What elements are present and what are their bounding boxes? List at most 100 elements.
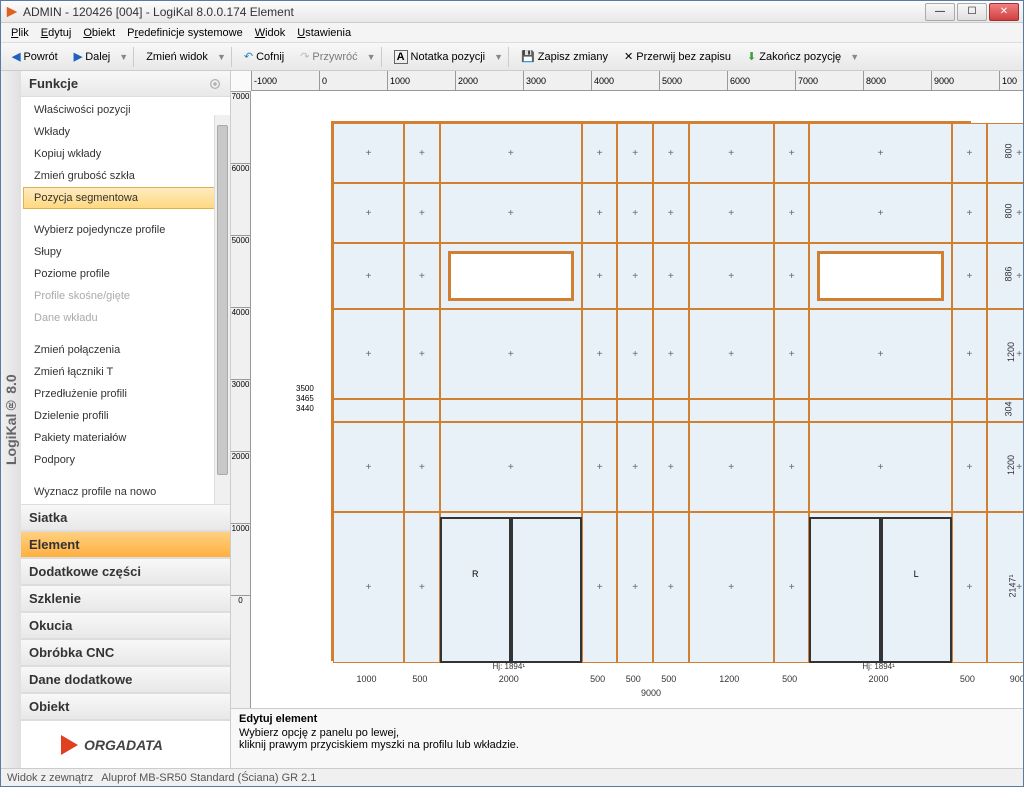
function-item[interactable]: Pozycja segmentowa bbox=[23, 187, 228, 209]
dropdown-icon[interactable]: ▼ bbox=[850, 52, 859, 62]
menu-predefinicje[interactable]: Predefinicje systemowe bbox=[121, 25, 249, 41]
facade-cell[interactable]: + bbox=[653, 422, 689, 512]
facade-cell[interactable]: + bbox=[653, 243, 689, 309]
facade-door[interactable] bbox=[511, 517, 582, 663]
function-item[interactable]: Dzielenie profili bbox=[23, 405, 228, 427]
facade-cell[interactable]: + bbox=[617, 243, 653, 309]
facade-cell[interactable]: + bbox=[653, 512, 689, 663]
facade-drawing[interactable]: ++++++++++++++++++++++++++++++++++++++++… bbox=[331, 121, 971, 661]
facade-cell[interactable]: + bbox=[689, 123, 774, 183]
facade-cell[interactable]: + bbox=[404, 123, 440, 183]
cancel-button[interactable]: ✕Przerwij bez zapisu bbox=[617, 47, 738, 66]
facade-cell[interactable] bbox=[404, 399, 440, 422]
facade-cell[interactable]: + bbox=[774, 309, 810, 399]
facade-cell[interactable]: + bbox=[582, 422, 618, 512]
function-item[interactable]: Właściwości pozycji bbox=[23, 99, 228, 121]
facade-cell[interactable] bbox=[582, 399, 618, 422]
facade-cell[interactable]: + bbox=[333, 512, 404, 663]
function-item[interactable]: Pakiety materiałów bbox=[23, 427, 228, 449]
back-button[interactable]: ◀Powrót bbox=[5, 47, 65, 66]
facade-cell[interactable]: + bbox=[689, 243, 774, 309]
facade-cell[interactable]: + bbox=[809, 309, 951, 399]
facade-cell[interactable]: + bbox=[774, 123, 810, 183]
facade-cell[interactable]: + bbox=[404, 183, 440, 243]
note-button[interactable]: ANotatka pozycji bbox=[387, 47, 493, 67]
function-item[interactable]: Wybierz pojedyncze profile bbox=[23, 219, 228, 241]
facade-cell[interactable]: + bbox=[617, 183, 653, 243]
facade-cell[interactable] bbox=[333, 399, 404, 422]
dropdown-icon[interactable]: ▼ bbox=[494, 52, 503, 62]
drawing-canvas[interactable]: ++++++++++++++++++++++++++++++++++++++++… bbox=[251, 91, 1023, 708]
function-item[interactable]: Wyznacz profile na nowo bbox=[23, 481, 228, 503]
facade-cell[interactable]: + bbox=[774, 422, 810, 512]
facade-cell[interactable] bbox=[689, 399, 774, 422]
facade-cell[interactable]: + bbox=[440, 422, 582, 512]
section-header[interactable]: Obiekt bbox=[21, 693, 230, 720]
finish-button[interactable]: ⬇Zakończ pozycję bbox=[740, 47, 848, 66]
save-button[interactable]: 💾Zapisz zmiany bbox=[514, 47, 615, 66]
facade-cell[interactable]: + bbox=[774, 243, 810, 309]
facade-cell[interactable]: + bbox=[617, 422, 653, 512]
facade-cell[interactable]: + bbox=[952, 123, 988, 183]
section-header[interactable]: Dodatkowe części bbox=[21, 558, 230, 585]
forward-button[interactable]: ▶Dalej bbox=[67, 47, 118, 66]
gear-icon[interactable] bbox=[208, 77, 222, 91]
facade-cell[interactable]: + bbox=[617, 123, 653, 183]
facade-cell[interactable]: + bbox=[404, 309, 440, 399]
section-header[interactable]: Okucia bbox=[21, 612, 230, 639]
menu-obiekt[interactable]: Obiekt bbox=[77, 25, 121, 41]
canvas-area[interactable]: -100001000200030004000500060007000800090… bbox=[231, 71, 1023, 708]
facade-door[interactable] bbox=[809, 517, 880, 663]
facade-cell[interactable]: + bbox=[617, 309, 653, 399]
function-item[interactable]: Wkłady bbox=[23, 121, 228, 143]
section-header[interactable]: Siatka bbox=[21, 504, 230, 531]
facade-cell[interactable] bbox=[617, 399, 653, 422]
facade-cell[interactable] bbox=[440, 399, 582, 422]
facade-cell[interactable]: + bbox=[952, 422, 988, 512]
facade-cell[interactable]: + bbox=[809, 123, 951, 183]
facade-cell[interactable]: + bbox=[653, 309, 689, 399]
facade-cell[interactable]: + bbox=[333, 309, 404, 399]
facade-cell[interactable]: + bbox=[809, 183, 951, 243]
facade-cell[interactable]: + bbox=[582, 512, 618, 663]
section-header[interactable]: Szklenie bbox=[21, 585, 230, 612]
dropdown-icon[interactable]: ▼ bbox=[119, 52, 128, 62]
facade-cell[interactable]: + bbox=[952, 309, 988, 399]
facade-cell[interactable] bbox=[809, 399, 951, 422]
facade-cell[interactable]: + bbox=[952, 183, 988, 243]
facade-cell[interactable]: + bbox=[404, 243, 440, 309]
facade-cell[interactable]: + bbox=[333, 123, 404, 183]
section-header[interactable]: Obróbka CNC bbox=[21, 639, 230, 666]
function-item[interactable]: Poziome profile bbox=[23, 263, 228, 285]
minimize-button[interactable]: — bbox=[925, 3, 955, 21]
change-view-button[interactable]: Zmień widok bbox=[139, 48, 215, 66]
dropdown-icon[interactable]: ▼ bbox=[217, 52, 226, 62]
facade-window[interactable] bbox=[448, 251, 574, 301]
facade-window[interactable] bbox=[817, 251, 943, 301]
close-button[interactable]: ✕ bbox=[989, 3, 1019, 21]
facade-cell[interactable]: + bbox=[689, 422, 774, 512]
scrollbar[interactable] bbox=[214, 115, 230, 504]
function-item[interactable]: Przedłużenie profili bbox=[23, 383, 228, 405]
facade-cell[interactable]: + bbox=[689, 183, 774, 243]
menu-ustawienia[interactable]: Ustawienia bbox=[291, 25, 357, 41]
function-item[interactable]: Kopiuj wkłady bbox=[23, 143, 228, 165]
facade-cell[interactable]: + bbox=[440, 183, 582, 243]
facade-cell[interactable]: + bbox=[774, 183, 810, 243]
facade-door[interactable]: L bbox=[881, 517, 952, 663]
facade-cell[interactable]: + bbox=[809, 422, 951, 512]
function-item[interactable]: Podpory bbox=[23, 449, 228, 471]
facade-cell[interactable]: + bbox=[617, 512, 653, 663]
redo-button[interactable]: ↷Przywróć bbox=[293, 47, 364, 66]
facade-cell[interactable]: + bbox=[440, 123, 582, 183]
facade-cell[interactable]: + bbox=[404, 512, 440, 663]
facade-cell[interactable]: + bbox=[774, 512, 810, 663]
dropdown-icon[interactable]: ▼ bbox=[367, 52, 376, 62]
facade-cell[interactable]: + bbox=[653, 123, 689, 183]
scrollbar-thumb[interactable] bbox=[217, 125, 228, 475]
undo-button[interactable]: ↶Cofnij bbox=[237, 47, 291, 66]
function-item[interactable]: Zmień połączenia bbox=[23, 339, 228, 361]
menu-plik[interactable]: Plik bbox=[5, 25, 35, 41]
facade-cell[interactable]: + bbox=[440, 309, 582, 399]
section-header[interactable]: Dane dodatkowe bbox=[21, 666, 230, 693]
